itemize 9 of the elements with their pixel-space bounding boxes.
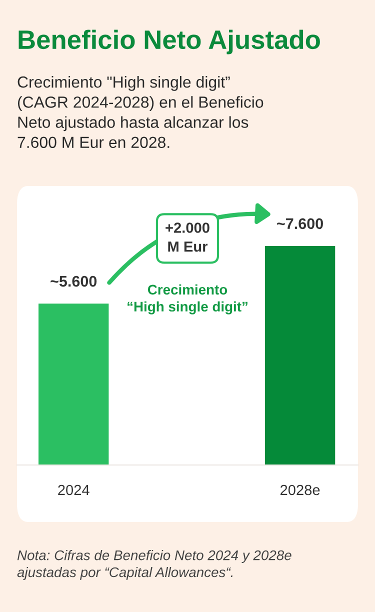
chart-subtitle: Crecimiento "High single digit” (CAGR 2024-2028) en el Beneficio Neto ajustado hasta alcanzar los 7.600 M Eur en 2028. [18,76,264,148]
chart-title: Beneficio Neto Ajustado [18,30,320,54]
annotation: Crecimiento “High single digit” [128,284,248,314]
x-tick-label: 2028e [280,484,320,496]
annotation: +2.000 M Eur [166,222,210,252]
data-label: ~7.600 [277,218,323,230]
text: Nota: Cifras de Beneficio Neto 2024 y 2028e ajustadas por “Capital Allowances“. [17,550,292,580]
data-label: ~5.600 [50,276,97,287]
x-tick-label: 2024 [58,484,90,496]
